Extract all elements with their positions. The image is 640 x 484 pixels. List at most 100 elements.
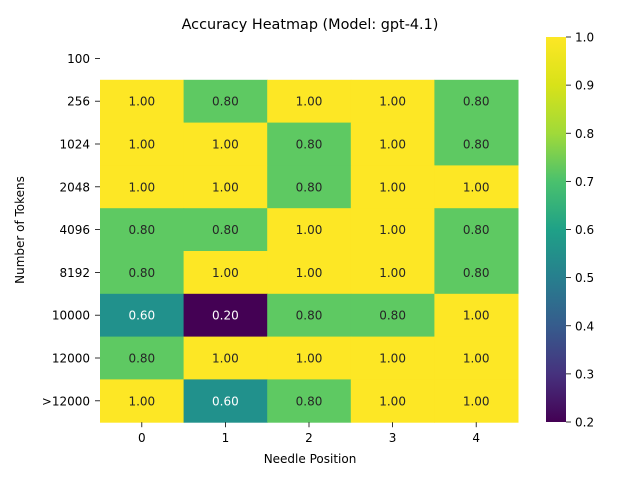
cell-value-label: 0.80	[296, 309, 323, 323]
cell-value-label: 0.80	[463, 138, 490, 152]
cell-value-label: 1.00	[379, 394, 406, 408]
heatmap-annotations: 1.00 0.80 1.00 1.00 0.80 1.00 1.00 0.80 1.00 0.80…	[128, 95, 489, 409]
cell-value-label: 1.00	[379, 223, 406, 237]
heatmap-cell	[434, 79, 519, 124]
colorbar-ticks: 0.2 0.3 0.4 0.5 0.6 0.7 0.8 0.9 1.0	[566, 31, 594, 430]
heatmap-cell	[350, 165, 435, 209]
cell-value-label: 1.00	[296, 266, 323, 280]
heatmap-cell	[267, 379, 352, 423]
heatmap-cell	[350, 379, 435, 423]
cell-value-label: 1.00	[296, 352, 323, 366]
x-tick-label: 0	[138, 431, 146, 445]
cell-value-label: 1.00	[379, 352, 406, 366]
y-tick-label: 256	[67, 95, 90, 109]
x-axis-label: Needle Position	[264, 452, 357, 466]
cell-value-label: 1.00	[463, 309, 490, 323]
cell-value-label: 1.00	[296, 223, 323, 237]
cell-value-label: 1.00	[463, 180, 490, 194]
cell-value-label: 0.80	[296, 394, 323, 408]
heatmap-cell	[183, 79, 268, 124]
x-tick-label: 3	[389, 431, 397, 445]
cell-value-label: 0.80	[296, 138, 323, 152]
heatmap-cell	[350, 208, 435, 252]
heatmap-cell	[350, 122, 435, 166]
colorbar-tick-label: 0.4	[575, 319, 594, 333]
colorbar-tick-label: 0.7	[575, 175, 594, 189]
cell-value-label: 1.00	[463, 352, 490, 366]
cell-value-label: 0.80	[296, 180, 323, 194]
y-tick-label: 12000	[52, 352, 90, 366]
heatmap-cell	[350, 251, 435, 295]
heatmap-cell	[267, 293, 352, 338]
y-tick-label: 8192	[59, 266, 90, 280]
heatmap-cell	[350, 293, 435, 338]
cell-value-label: 1.00	[128, 95, 155, 109]
cell-value-label: 0.80	[128, 352, 155, 366]
cell-value-label: 1.00	[212, 266, 239, 280]
cell-value-label: 1.00	[212, 138, 239, 152]
y-axis-label: Number of Tokens	[13, 176, 27, 284]
x-tick-label: 4	[472, 431, 480, 445]
heatmap-cell	[183, 208, 268, 252]
colorbar-tick-label: 0.8	[575, 127, 594, 141]
heatmap-cell	[100, 79, 185, 124]
heatmap-cell	[434, 122, 519, 166]
cell-value-label: 0.20	[212, 309, 239, 323]
colorbar-tick-label: 0.6	[575, 223, 594, 237]
y-tick-label: 4096	[59, 223, 90, 237]
heatmap-cell	[267, 208, 352, 252]
x-tick-label: 1	[222, 431, 230, 445]
x-tick-label: 2	[305, 431, 313, 445]
cell-value-label: 0.80	[128, 223, 155, 237]
cell-value-label: 1.00	[463, 394, 490, 408]
cell-value-label: 0.80	[463, 266, 490, 280]
heatmap-cell	[434, 336, 519, 380]
colorbar-tick-label: 1.0	[575, 31, 594, 45]
cell-value-label: 1.00	[379, 95, 406, 109]
heatmap-cell	[183, 379, 268, 423]
heatmap-cell	[183, 122, 268, 166]
y-tick-label: 100	[67, 52, 90, 66]
cell-value-label: 0.60	[212, 394, 239, 408]
cell-value-label: 0.80	[463, 223, 490, 237]
heatmap-cell	[267, 251, 352, 295]
y-tick-label: 2048	[59, 180, 90, 194]
colorbar-tick-label: 0.9	[575, 79, 594, 93]
cell-value-label: 1.00	[128, 394, 155, 408]
heatmap-cells	[100, 79, 519, 423]
heatmap-cell	[434, 165, 519, 209]
heatmap-cell	[100, 379, 185, 423]
heatmap-cell	[183, 336, 268, 380]
colorbar	[546, 37, 566, 422]
cell-value-label: 0.60	[128, 309, 155, 323]
heatmap-cell	[100, 336, 185, 380]
y-tick-label: 1024	[59, 138, 90, 152]
cell-value-label: 0.80	[128, 266, 155, 280]
heatmap-cell	[183, 293, 268, 338]
heatmap-cell	[267, 79, 352, 124]
cell-value-label: 0.80	[212, 223, 239, 237]
heatmap-cell	[434, 251, 519, 295]
y-tick-label: >12000	[42, 394, 90, 408]
cell-value-label: 1.00	[379, 180, 406, 194]
colorbar-tick-label: 0.2	[575, 416, 594, 430]
cell-value-label: 1.00	[128, 138, 155, 152]
heatmap-cell	[434, 293, 519, 338]
heatmap-cell	[100, 122, 185, 166]
heatmap-cell	[100, 208, 185, 252]
heatmap-cell	[434, 379, 519, 423]
cell-value-label: 0.80	[212, 95, 239, 109]
heatmap-cell	[183, 165, 268, 209]
y-axis-ticks: 100 256 1024 2048 4096 8192 10000 12000 >12000	[42, 52, 100, 408]
cell-value-label: 1.00	[379, 266, 406, 280]
heatmap-cell	[100, 165, 185, 209]
cell-value-label: 1.00	[379, 138, 406, 152]
cell-value-label: 0.80	[379, 309, 406, 323]
y-tick-label: 10000	[52, 309, 90, 323]
cell-value-label: 1.00	[128, 180, 155, 194]
chart-title: Accuracy Heatmap (Model: gpt-4.1)	[182, 17, 439, 33]
heatmap-cell	[434, 208, 519, 252]
heatmap-cell	[267, 336, 352, 380]
heatmap-cell	[267, 165, 352, 209]
